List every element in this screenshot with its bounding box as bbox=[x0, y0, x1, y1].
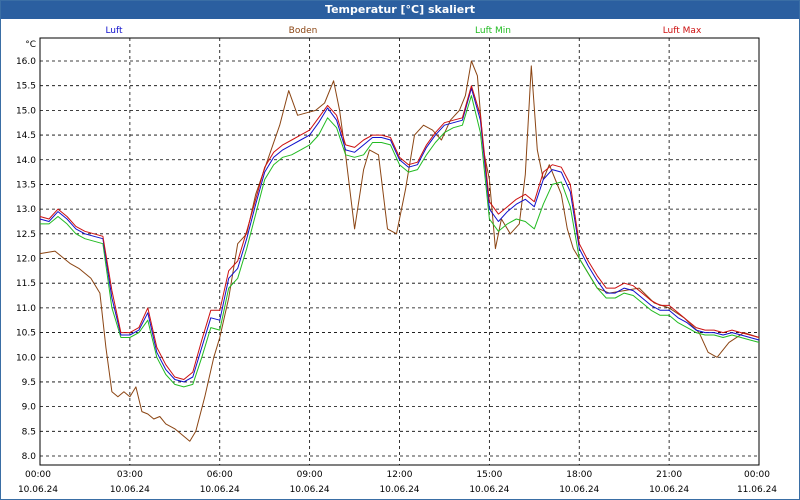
x-tick-date: 10.06.24 bbox=[559, 485, 599, 495]
legend: Luft Boden Luft Min Luft Max bbox=[105, 26, 702, 36]
x-tick-time: 00:00 bbox=[25, 470, 51, 480]
y-tick-label: 10.5 bbox=[16, 329, 36, 339]
series-lines bbox=[39, 60, 760, 442]
y-tick-label: 12.5 bbox=[16, 230, 36, 240]
y-tick-label: 11.0 bbox=[16, 304, 36, 314]
series-line-luft-max bbox=[39, 85, 760, 380]
x-tick-time: 06:00 bbox=[207, 470, 233, 480]
y-tick-label: 14.5 bbox=[16, 131, 36, 141]
x-tick-date: 10.06.24 bbox=[200, 485, 240, 495]
y-tick-label: 10.0 bbox=[16, 353, 36, 363]
x-axis: 00:00 10.06.24 03:00 10.06.24 06:00 10.06.24 0… bbox=[18, 470, 777, 495]
legend-entry-luft-max: Luft Max bbox=[663, 26, 702, 36]
x-tick-time: 09:00 bbox=[297, 470, 323, 480]
y-tick-label: 9.5 bbox=[22, 378, 36, 388]
x-tick-time: 03:00 bbox=[117, 470, 143, 480]
x-tick-date: 10.06.24 bbox=[290, 485, 330, 495]
y-tick-label: 8.0 bbox=[22, 452, 37, 462]
x-tick-time: 12:00 bbox=[387, 470, 413, 480]
series-line-luft-min bbox=[40, 95, 760, 388]
y-axis-unit: °C bbox=[25, 40, 36, 50]
legend-entry-luft-min: Luft Min bbox=[475, 26, 511, 36]
y-tick-label: 15.5 bbox=[16, 82, 36, 92]
y-tick-label: 12.0 bbox=[16, 255, 36, 265]
legend-entry-boden: Boden bbox=[289, 26, 318, 36]
y-tick-label: 16.0 bbox=[16, 57, 36, 67]
x-tick-date: 11.06.24 bbox=[737, 485, 777, 495]
y-tick-label: 9.0 bbox=[22, 403, 37, 413]
x-tick-date: 10.06.24 bbox=[469, 485, 509, 495]
grid bbox=[40, 38, 759, 465]
y-tick-label: 15.0 bbox=[16, 106, 36, 116]
x-tick-time: 15:00 bbox=[476, 470, 502, 480]
x-tick-date: 10.06.24 bbox=[110, 485, 150, 495]
y-axis: 8.0 8.5 9.0 9.5 10.0 10.5 11.0 11.5 12.0 12.5 13.0… bbox=[16, 40, 36, 462]
y-tick-label: 14.0 bbox=[16, 156, 36, 166]
chart-title: Temperatur [°C] skaliert bbox=[1, 1, 799, 19]
x-tick-date: 10.06.24 bbox=[649, 485, 689, 495]
y-tick-label: 11.5 bbox=[16, 279, 36, 289]
y-tick-label: 13.5 bbox=[16, 180, 36, 190]
legend-entry-luft: Luft bbox=[105, 26, 123, 36]
x-tick-time: 00:00 bbox=[744, 470, 770, 480]
x-tick-date: 10.06.24 bbox=[18, 485, 58, 495]
x-tick-time: 18:00 bbox=[566, 470, 592, 480]
series-line-luft bbox=[39, 87, 760, 383]
y-tick-label: 8.5 bbox=[22, 427, 36, 437]
y-tick-label: 13.0 bbox=[16, 205, 36, 215]
x-tick-time: 21:00 bbox=[656, 470, 682, 480]
x-tick-date: 10.06.24 bbox=[379, 485, 419, 495]
